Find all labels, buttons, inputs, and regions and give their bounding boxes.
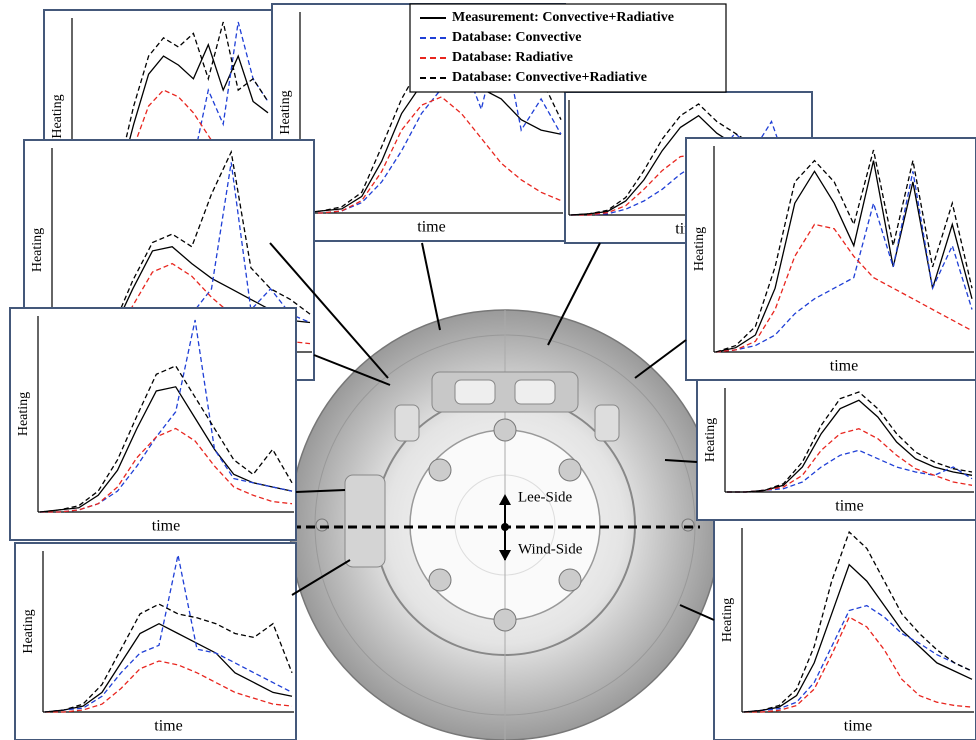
- legend-frame: [409, 3, 727, 93]
- x-axis-label: time: [830, 358, 858, 375]
- series-line: [743, 563, 973, 713]
- connectors: [269, 242, 715, 621]
- panel: time Heating: [713, 519, 976, 740]
- annotation: Lee-Side: [518, 489, 572, 505]
- x-axis-label: time: [835, 498, 863, 515]
- panel: time Heating: [14, 542, 297, 740]
- legend-label: Database: Radiative: [452, 50, 573, 65]
- heat-shield: [289, 309, 721, 740]
- series-line: [715, 223, 973, 353]
- legend-label: Measurement: Convective+Radiative: [452, 10, 674, 25]
- panel-frame: [685, 137, 976, 381]
- series-line: [44, 554, 293, 713]
- series-line: [715, 171, 973, 353]
- legend-label: Database: Convective+Radiative: [452, 70, 647, 85]
- panel-frame: [14, 542, 297, 740]
- series-line: [44, 622, 293, 713]
- annotation: Wind-Side: [518, 541, 583, 557]
- x-axis-label: time: [154, 718, 182, 735]
- series-line: [44, 603, 293, 713]
- y-axis-label: Heating: [30, 228, 45, 272]
- y-axis-label: Heating: [720, 598, 735, 642]
- series-line: [727, 391, 973, 493]
- y-axis-label: Heating: [16, 392, 31, 436]
- series-line: [39, 365, 293, 513]
- panel: time Heating: [9, 307, 297, 541]
- x-axis-label: time: [417, 219, 445, 236]
- panel: time Heating: [685, 137, 976, 381]
- series-line: [45, 660, 293, 713]
- panel-frame: [9, 307, 297, 541]
- series-line: [570, 103, 809, 216]
- series-line: [302, 96, 562, 214]
- series-line: [715, 160, 973, 353]
- y-axis-label: Heating: [50, 94, 65, 138]
- x-axis-label: time: [152, 518, 180, 535]
- y-axis-label: Heating: [692, 227, 707, 271]
- series-line: [40, 427, 293, 513]
- y-axis-label: Heating: [21, 609, 36, 653]
- x-axis-label: time: [844, 718, 872, 735]
- panel: time Heating: [696, 379, 976, 521]
- series-line: [743, 530, 973, 713]
- panel-frame: [713, 519, 976, 740]
- series-line: [73, 21, 269, 216]
- series-line: [743, 604, 973, 713]
- series-line: [715, 149, 973, 353]
- series-line: [39, 386, 293, 513]
- series-line: [744, 616, 973, 713]
- y-axis-label: Heating: [278, 90, 293, 134]
- legend-label: Database: Convective: [452, 30, 581, 45]
- y-axis-label: Heating: [703, 418, 718, 462]
